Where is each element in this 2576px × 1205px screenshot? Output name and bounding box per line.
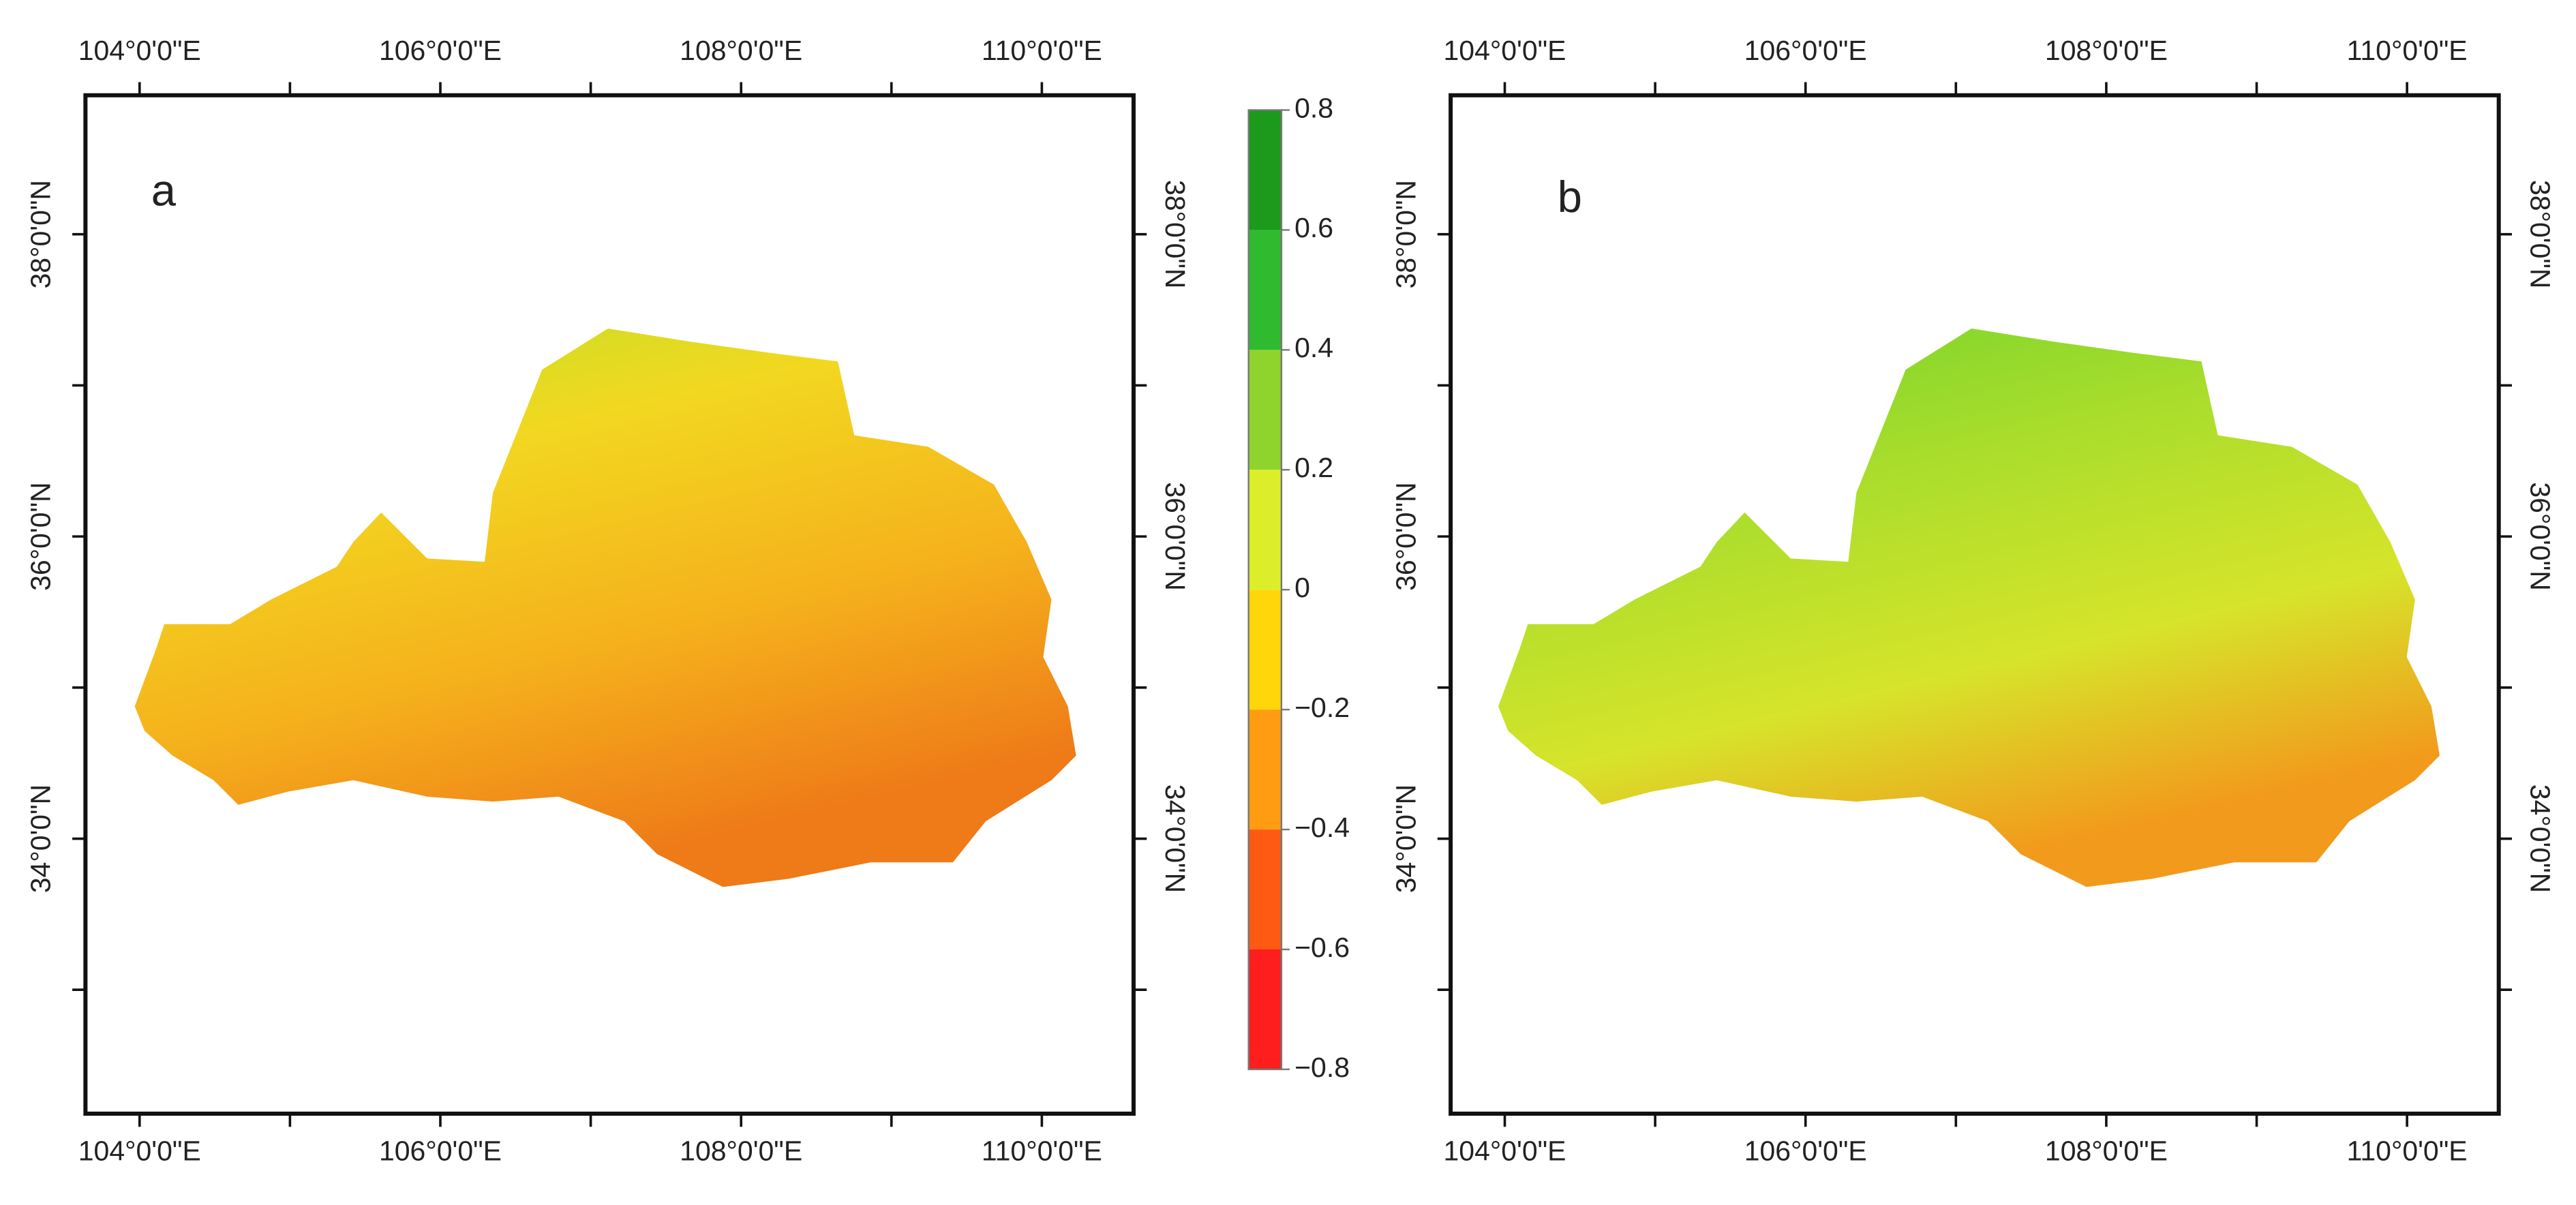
y-tick-label: 34°0'0"N [1390, 784, 1421, 893]
panel-label: a [151, 166, 177, 215]
panel-label: b [1558, 172, 1582, 222]
x-tick-label: 108°0'0"E [680, 1135, 802, 1167]
map-frame [83, 93, 1136, 1116]
colorbar-tick-label: −0.4 [1294, 812, 1350, 843]
x-tick-label: 104°0'0"E [78, 35, 201, 66]
colorbar-bin [1248, 470, 1282, 590]
basin-map [1498, 329, 2440, 887]
y-tick-label: 38°0'0"N [1390, 180, 1421, 288]
x-tick-label: 110°0'0"E [2347, 1135, 2468, 1167]
colorbar-bin [1248, 590, 1282, 710]
x-tick-label: 110°0'0"E [2347, 35, 2468, 66]
colorbar-bin [1248, 350, 1282, 470]
colorbar-bin [1248, 230, 1282, 350]
colorbar-bin [1248, 829, 1282, 949]
x-tick-label: 106°0'0"E [379, 35, 502, 66]
x-tick-label: 104°0'0"E [1444, 1135, 1566, 1167]
y-tick-label: 34°0'0"N [2525, 784, 2556, 893]
x-tick-label: 106°0'0"E [1744, 35, 1867, 66]
colorbar-bin [1248, 110, 1282, 230]
y-tick-label: 36°0'0"N [1160, 482, 1191, 590]
y-tick-label: 34°0'0"N [25, 784, 57, 893]
colorbar-tick-label: 0.6 [1294, 212, 1333, 243]
x-tick-label: 108°0'0"E [680, 35, 802, 66]
y-tick-label: 34°0'0"N [1160, 784, 1191, 893]
y-tick-label: 36°0'0"N [1390, 482, 1421, 590]
panel-b: b [1449, 93, 2501, 1116]
colorbar-bin [1248, 949, 1282, 1069]
x-tick-label: 110°0'0"E [982, 1135, 1102, 1167]
panel-a: a [83, 93, 1136, 1116]
map-frame [1449, 93, 2501, 1116]
x-tick-label: 104°0'0"E [1444, 35, 1566, 66]
colorbar-tick-label: 0.4 [1294, 332, 1333, 363]
colorbar-tick-label: 0 [1294, 572, 1310, 603]
x-tick-label: 104°0'0"E [78, 1135, 201, 1167]
colorbar: −0.8 −0.6 −0.4 −0.2 0 0.2 0.4 0.6 0.8 [1247, 92, 1350, 1083]
y-tick-label: 38°0'0"N [2525, 180, 2556, 288]
y-tick-label: 36°0'0"N [2525, 482, 2556, 590]
colorbar-tick-label: 0.2 [1294, 452, 1333, 483]
colorbar-tick-label: −0.6 [1294, 932, 1350, 963]
basin-map [134, 329, 1076, 887]
x-tick-label: 108°0'0"E [2045, 35, 2168, 66]
x-tick-label: 106°0'0"E [379, 1135, 502, 1167]
colorbar-bin [1248, 710, 1282, 830]
y-tick-label: 36°0'0"N [25, 482, 57, 590]
x-tick-label: 106°0'0"E [1744, 1135, 1867, 1167]
colorbar-tick-label: 0.8 [1294, 92, 1333, 123]
y-tick-label: 38°0'0"N [25, 180, 57, 288]
x-tick-label: 108°0'0"E [2045, 1135, 2168, 1167]
colorbar-tick-label: −0.8 [1294, 1052, 1350, 1083]
y-tick-label: 38°0'0"N [1160, 180, 1191, 288]
x-tick-label: 110°0'0"E [982, 35, 1102, 66]
colorbar-tick-label: −0.2 [1294, 692, 1350, 723]
